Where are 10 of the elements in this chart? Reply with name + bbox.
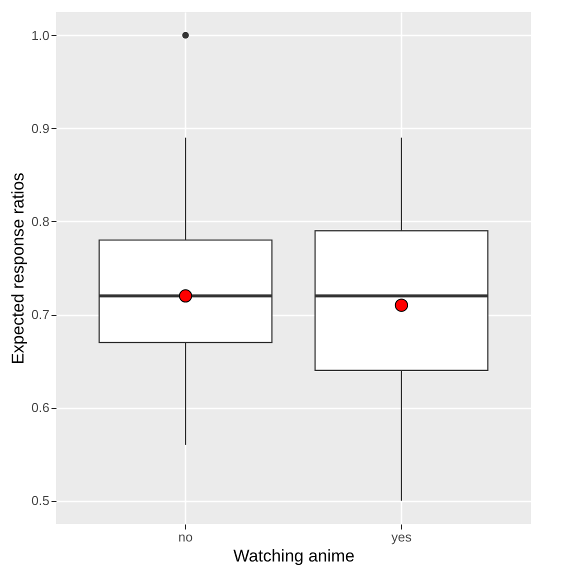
y-tick-label: 1.0 [31,28,50,43]
y-tick-label: 0.9 [31,120,50,136]
y-tick-label: 0.5 [31,493,50,508]
y-axis-title: Expected response ratios [8,172,28,364]
x-tick-label: no [178,530,193,544]
y-tick-label: 0.7 [31,307,50,322]
y-tick-label: 0.6 [31,400,50,416]
x-axis-title: Watching anime [233,546,355,566]
y-tick-label: 0.8 [31,214,50,229]
x-tick-label: yes [391,530,412,544]
